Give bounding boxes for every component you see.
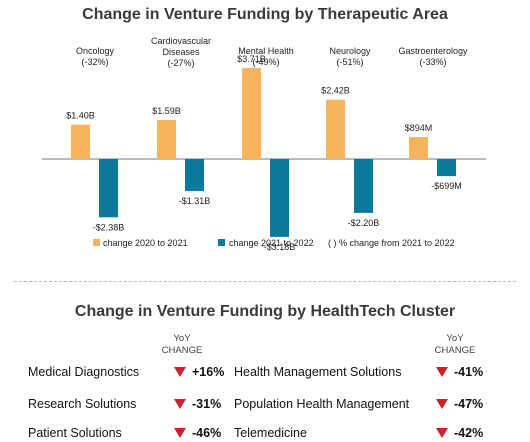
bar-value-label: -$3.18B [264, 242, 296, 252]
bar-value-label: $1.59B [152, 106, 181, 116]
legend-label: change 2021 to 2022 [229, 238, 314, 248]
legend-swatch-2020-2021 [93, 239, 100, 246]
bar-2020-2021 [242, 68, 261, 159]
cluster-change: +16% [174, 365, 224, 379]
cluster-change: -42% [436, 426, 483, 440]
cluster-change: -31% [174, 397, 221, 411]
cluster-change-value: -31% [192, 397, 222, 411]
category-label: (-32%) [81, 57, 108, 67]
section-divider [14, 281, 516, 282]
bar-chart: Oncology(-32%) $1.40B -$2.38B Cardiovascula… [42, 36, 486, 252]
down-arrow-icon [436, 399, 448, 409]
yoy-header-line2: CHANGE [434, 345, 476, 356]
bar-2021-2022 [354, 159, 373, 213]
cluster-change: -47% [436, 397, 483, 411]
cluster-change-value: -46% [192, 426, 222, 440]
cluster-name: Telemedicine [234, 426, 307, 440]
legend-swatch-2021-2022 [218, 239, 225, 246]
bar-value-label: -$2.38B [93, 222, 125, 232]
bar-2020-2021 [157, 120, 176, 159]
cluster-title: Change in Venture Funding by HealthTech … [74, 303, 456, 320]
cluster-change: -41% [436, 365, 483, 379]
cluster-change-value: -47% [454, 397, 484, 411]
category-label: (-51%) [336, 57, 363, 67]
cluster-change-value: -42% [454, 426, 484, 440]
category-label: Oncology [76, 46, 115, 56]
bar-value-label: -$2.20B [348, 218, 380, 228]
category-label: Diseases [162, 47, 200, 57]
category-label: Mental Health [238, 46, 294, 56]
yoy-header-line1: YoY [446, 333, 464, 344]
cluster-name: Research Solutions [28, 397, 137, 411]
bar-2021-2022 [270, 159, 289, 237]
bar-value-label: -$699M [431, 181, 462, 191]
category-label: (-27%) [167, 58, 194, 68]
yoy-header-right: YoY CHANGE [425, 333, 485, 357]
down-arrow-icon [436, 367, 448, 377]
bar-value-label: $2.42B [321, 86, 350, 96]
cluster-change: -46% [174, 426, 221, 440]
bar-value-label: $1.40B [66, 111, 95, 121]
cluster-change-value: -41% [454, 365, 484, 379]
bar-2021-2022 [437, 159, 456, 177]
bar-value-label: -$1.31B [179, 196, 211, 206]
legend-note: ( ) % change from 2021 to 2022 [328, 238, 455, 248]
category-label: Gastroenterology [398, 46, 468, 56]
down-arrow-icon [174, 399, 186, 409]
legend-label: change 2020 to 2021 [103, 238, 188, 248]
category-label: Cardiovascular [151, 36, 211, 46]
cluster-name: Health Management Solutions [234, 365, 402, 379]
cluster-change-value: +16% [192, 365, 225, 379]
down-arrow-icon [174, 367, 186, 377]
bar-value-label: $3.71B [237, 54, 266, 64]
bar-2020-2021 [326, 99, 345, 159]
cluster-name: Population Health Management [234, 397, 410, 411]
bar-2020-2021 [71, 124, 90, 159]
bar-value-label: $894M [405, 123, 433, 133]
down-arrow-icon [174, 428, 186, 438]
yoy-header-line2: CHANGE [161, 345, 203, 356]
yoy-header-left: YoY CHANGE [152, 333, 212, 357]
yoy-header-line1: YoY [173, 333, 191, 344]
category-label: (-33%) [419, 57, 446, 67]
bar-2020-2021 [409, 137, 428, 159]
cluster-name: Medical Diagnostics [28, 365, 140, 379]
bar-2021-2022 [99, 159, 118, 218]
chart-title: Change in Venture Funding by Therapeutic… [82, 6, 448, 23]
bar-2021-2022 [185, 159, 204, 192]
category-label: (-49%) [252, 57, 279, 67]
down-arrow-icon [436, 428, 448, 438]
category-label: Neurology [329, 46, 371, 56]
cluster-name: Patient Solutions [28, 426, 122, 440]
